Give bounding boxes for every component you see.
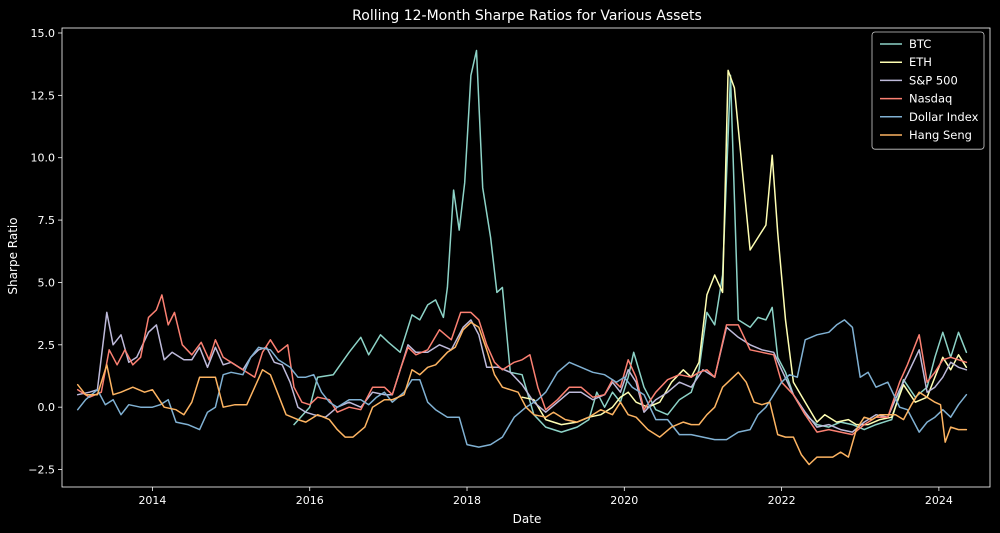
x-tick-label: 2014 xyxy=(138,494,166,507)
x-tick-label: 2016 xyxy=(296,494,324,507)
series-line-nasdaq xyxy=(76,294,968,436)
x-tick-label: 2024 xyxy=(925,494,953,507)
x-axis-label: Date xyxy=(513,512,542,526)
y-tick-label: 5.0 xyxy=(38,276,56,289)
x-tick-label: 2018 xyxy=(453,494,481,507)
y-tick-label: 10.0 xyxy=(31,152,56,165)
series-line-btc xyxy=(293,49,968,433)
series-line-s-p-500 xyxy=(76,311,968,433)
chart-title: Rolling 12-Month Sharpe Ratios for Vario… xyxy=(352,8,702,24)
plot-frame xyxy=(61,27,991,488)
y-axis: −2.5 0.0 2.5 5.0 7.5 10.0 12.5 15.0 xyxy=(28,27,62,477)
y-tick-label: 2.5 xyxy=(38,339,56,352)
y-tick-label: 7.5 xyxy=(38,214,56,227)
series-line-eth xyxy=(521,69,968,426)
y-tick-label: 0.0 xyxy=(38,401,56,414)
legend-label-nasdaq: Nasdaq xyxy=(909,92,952,106)
legend-label-btc: BTC xyxy=(909,37,931,51)
legend: BTC ETH S&P 500 Nasdaq Dollar Index Hang Seng xyxy=(871,31,985,150)
legend-box xyxy=(871,31,985,150)
x-axis: 2014 2016 2018 2020 2022 2024 xyxy=(138,487,953,507)
x-tick-label: 2020 xyxy=(610,494,638,507)
legend-label-eth: ETH xyxy=(909,55,932,69)
y-axis-label: Sharpe Ratio xyxy=(6,217,20,294)
x-tick-label: 2022 xyxy=(768,494,796,507)
y-tick-label: 12.5 xyxy=(31,89,56,102)
y-tick-label: 15.0 xyxy=(31,27,56,40)
legend-label-dollar-index: Dollar Index xyxy=(909,110,979,124)
y-tick-label: −2.5 xyxy=(28,464,55,477)
series-line-hang-seng xyxy=(76,321,968,466)
legend-label-hang-seng: Hang Seng xyxy=(909,128,972,142)
legend-label-s-p-500: S&P 500 xyxy=(909,73,958,87)
plot-area xyxy=(76,49,968,466)
